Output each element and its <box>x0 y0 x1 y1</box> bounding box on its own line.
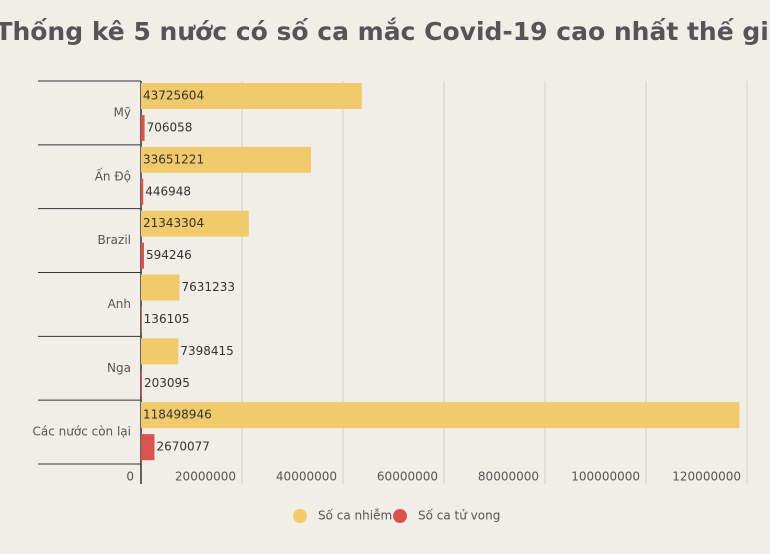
bar <box>141 402 740 429</box>
legend-swatch[interactable] <box>293 509 307 523</box>
data-label: 7398415 <box>180 344 233 358</box>
x-tick-label: 60000000 <box>377 470 438 484</box>
bar <box>141 115 145 141</box>
legend-swatch[interactable] <box>393 509 407 523</box>
x-tick-label: 120000000 <box>672 470 741 484</box>
bar <box>141 178 144 205</box>
data-label: 7631233 <box>182 280 235 294</box>
chart-title: Thống kê 5 nước có số ca mắc Covid-19 ca… <box>0 17 770 46</box>
bar <box>141 306 142 333</box>
data-label: 2670077 <box>156 440 209 454</box>
data-label: 594246 <box>146 248 192 262</box>
data-label: 43725604 <box>143 89 204 103</box>
y-tick-label: Anh <box>108 297 131 311</box>
bar <box>141 210 249 237</box>
data-label: 118498946 <box>143 408 212 422</box>
y-tick-label: Các nước còn lại <box>33 425 132 439</box>
data-label: 203095 <box>144 376 190 390</box>
bar <box>141 146 311 173</box>
bar <box>141 434 155 461</box>
legend-label[interactable]: Số ca nhiễm <box>318 509 392 523</box>
bar <box>141 370 143 397</box>
x-tick-label: 80000000 <box>478 470 539 484</box>
bar <box>141 274 180 301</box>
bar <box>141 242 145 269</box>
x-tick-label: 100000000 <box>571 470 640 484</box>
data-label: 136105 <box>144 312 190 326</box>
y-tick-label: Ấn Độ <box>95 167 131 183</box>
bar <box>141 338 179 365</box>
bar <box>141 83 362 109</box>
x-tick-label: 40000000 <box>276 470 337 484</box>
legend-label[interactable]: Số ca tử vong <box>418 509 500 523</box>
data-label: 21343304 <box>143 216 204 230</box>
x-tick-label: 0 <box>126 470 134 484</box>
data-label: 446948 <box>145 184 191 198</box>
data-label: 33651221 <box>143 152 204 166</box>
data-label: 706058 <box>147 121 193 135</box>
y-tick-label: Brazil <box>98 233 132 247</box>
x-tick-label: 20000000 <box>175 470 236 484</box>
y-tick-label: Mỹ <box>114 105 131 119</box>
y-tick-label: Nga <box>107 361 131 375</box>
